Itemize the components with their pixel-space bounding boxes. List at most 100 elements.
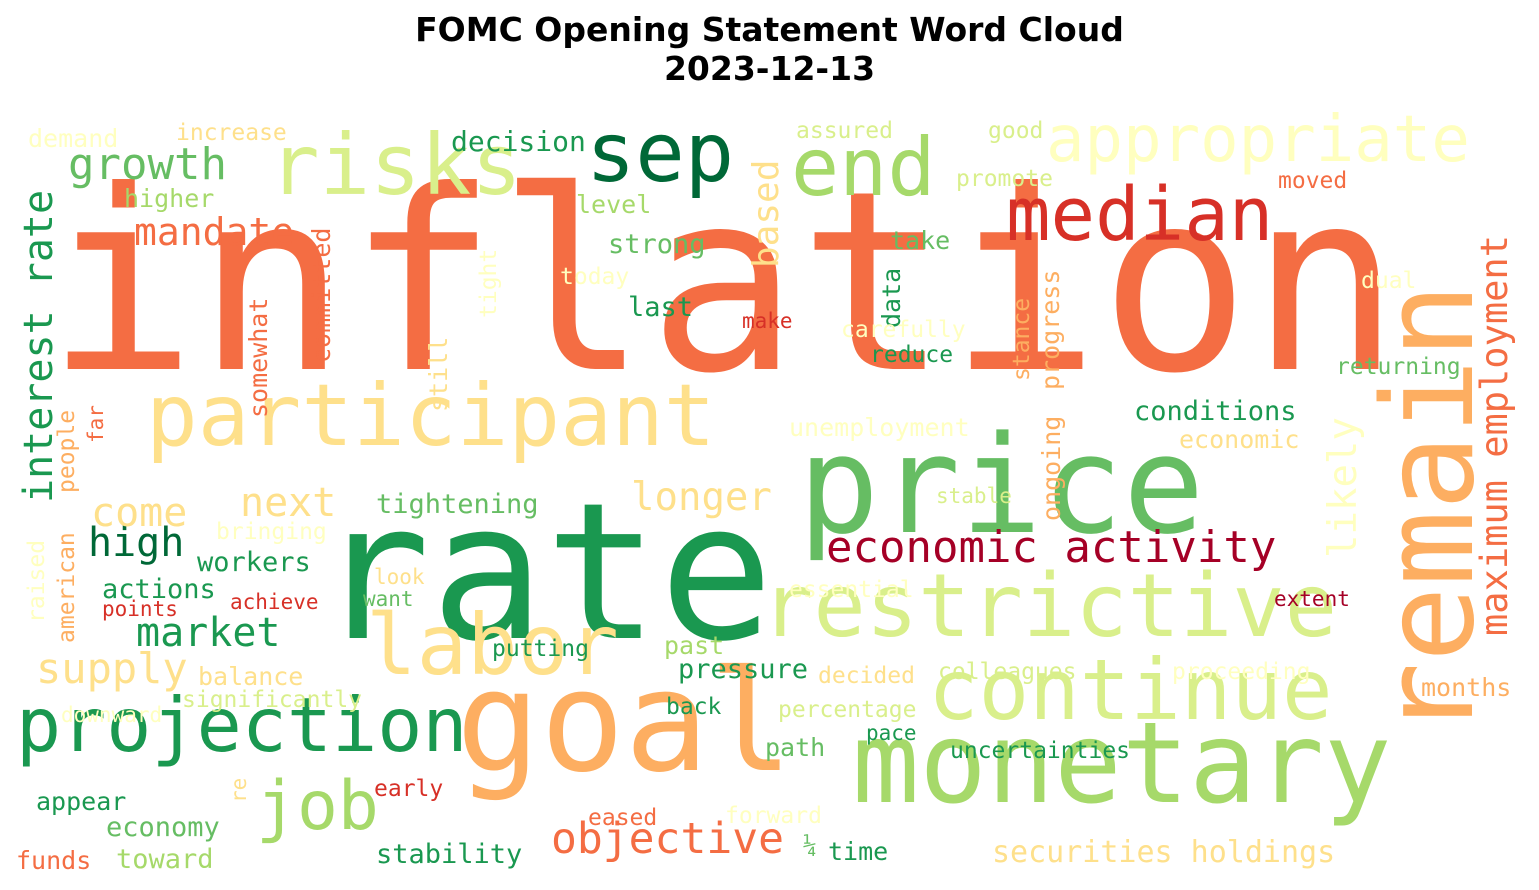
word-cloud: inflation rate price remain monetary goal part…	[16, 108, 1523, 880]
word-last: last	[628, 292, 694, 323]
word-conditions: conditions	[1134, 396, 1297, 427]
word-progress: progress	[1036, 269, 1065, 390]
word-today: today	[560, 264, 630, 290]
word-median: median	[1006, 172, 1274, 258]
word-price: price	[798, 407, 1205, 564]
word-early: early	[374, 776, 444, 802]
word-toward: toward	[116, 844, 214, 875]
word-want: want	[363, 587, 414, 611]
word-level: level	[576, 190, 652, 219]
word-significantly: significantly	[182, 687, 363, 713]
word-percentage: percentage	[778, 697, 917, 723]
word-maximum-employment: maximum employment	[1473, 235, 1516, 636]
word-pressure: pressure	[678, 654, 809, 685]
word-re: re	[227, 777, 251, 803]
word-still: still	[424, 336, 453, 412]
word-rate: rate	[316, 462, 774, 683]
word-demand: demand	[28, 124, 119, 153]
word-extent: extent	[1274, 587, 1350, 611]
word-colleagues: colleagues	[938, 659, 1077, 685]
word-stable: stable	[936, 484, 1012, 508]
word-based: based	[746, 159, 787, 268]
word-economic-activity: economic activity	[826, 522, 1277, 573]
word-supply: supply	[36, 644, 188, 693]
word-back: back	[666, 694, 722, 720]
word-end: end	[791, 121, 936, 214]
word-somewhat: somewhat	[244, 297, 273, 418]
word-bringing: bringing	[216, 519, 327, 545]
word-essential: essential	[789, 577, 914, 603]
word-ongoing: ongoing	[1037, 415, 1066, 521]
word-increase: increase	[176, 120, 287, 146]
word-interest-rate: interest rate	[16, 189, 62, 503]
word-points: points	[102, 597, 178, 621]
word-moved: moved	[1278, 168, 1348, 194]
word-labor: labor	[366, 596, 619, 694]
word-unemployment: unemployment	[789, 413, 970, 442]
word-downward: downward	[61, 703, 163, 727]
date-line: 2023-12-13	[663, 49, 876, 88]
word-risks: risks	[269, 116, 522, 214]
word-objective: objective	[551, 814, 784, 864]
word-dual: dual	[1361, 268, 1417, 294]
word-raised: raised	[24, 539, 50, 623]
word-securities-holdings: securities holdings	[992, 835, 1336, 870]
word-appear: appear	[36, 787, 127, 816]
word-forward: forward	[725, 803, 822, 829]
word-months: months	[1421, 673, 1512, 702]
word-people: people	[54, 409, 80, 493]
word-promote: promote	[956, 166, 1053, 192]
word-appropriate: appropriate	[1046, 108, 1470, 177]
word-next: next	[240, 480, 337, 526]
word-decision: decision	[451, 125, 586, 158]
word-continue: continue	[928, 641, 1333, 739]
word-inflation: inflation	[46, 137, 1401, 428]
word-come: come	[91, 490, 188, 536]
word-eased: eased	[588, 805, 658, 831]
word-carefully: carefully	[841, 317, 966, 343]
word-uncertainties: uncertainties	[950, 738, 1131, 764]
word-high: high	[88, 520, 185, 566]
word-market: market	[136, 610, 281, 656]
word-longer: longer	[631, 475, 772, 520]
word-proceeding: proceeding	[1172, 659, 1311, 685]
word-achieve: achieve	[230, 590, 319, 614]
word-stance: stance	[1009, 297, 1035, 381]
word-balance: balance	[198, 662, 304, 691]
word-returning: returning	[1336, 354, 1461, 380]
title-line: FOMC Opening Statement Word Cloud	[415, 10, 1124, 49]
word-putting: putting	[492, 636, 589, 662]
word-funds: funds	[16, 846, 92, 875]
word-likely: likely	[1321, 417, 1366, 558]
word-reduce: reduce	[870, 342, 954, 368]
word-monetary: monetary	[852, 699, 1392, 829]
word-tight: tight	[476, 248, 502, 318]
word-sep: sep	[586, 108, 735, 201]
word-actions: actions	[102, 574, 216, 605]
word-good: good	[988, 118, 1044, 144]
word-strong: strong	[608, 229, 706, 260]
chart-title: FOMC Opening Statement Word Cloud 2023-1…	[0, 10, 1539, 88]
word-tightening: tightening	[376, 489, 539, 520]
word-higher: higher	[124, 184, 215, 213]
word-goal: goal	[456, 641, 794, 804]
word-committed: committed	[307, 227, 336, 363]
word-path: path	[765, 733, 826, 762]
word-make: make	[742, 309, 793, 333]
word-far: far	[84, 405, 108, 443]
word-participant: participant	[146, 366, 716, 466]
word-past: past	[664, 631, 725, 660]
word-workers: workers	[197, 547, 311, 578]
word-time: time	[828, 837, 889, 866]
word-decided: decided	[818, 663, 915, 689]
word-take: take	[890, 226, 951, 255]
word-look: look	[374, 565, 425, 589]
word-growth: growth	[68, 139, 227, 190]
word-american: american	[54, 532, 80, 643]
word-: ¼	[803, 833, 817, 859]
word-economic: economic	[1179, 425, 1300, 454]
word-projection: projection	[16, 681, 468, 769]
word-stability: stability	[376, 839, 523, 870]
word-restrictive: restrictive	[761, 555, 1338, 657]
word-mandate: mandate	[134, 210, 295, 254]
